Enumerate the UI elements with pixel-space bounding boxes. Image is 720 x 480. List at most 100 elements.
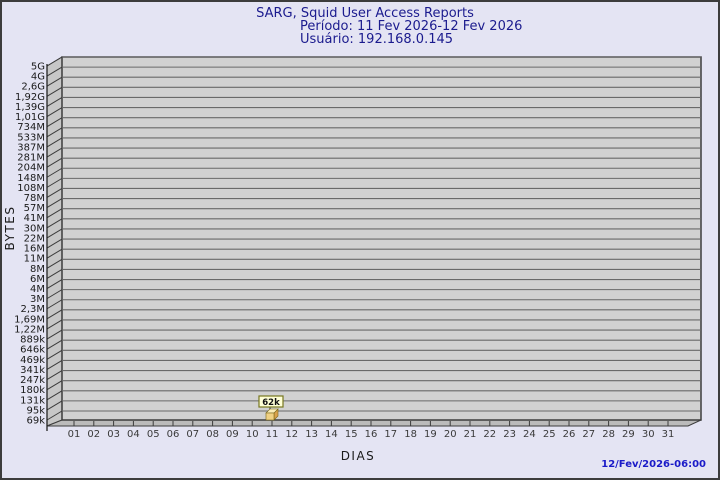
y-tick-label: 78M xyxy=(24,193,45,204)
y-tick-label: 30M xyxy=(24,223,45,234)
x-tick-label: 24 xyxy=(523,429,536,440)
y-tick-label: 69k xyxy=(26,416,45,427)
y-axis-tick xyxy=(46,289,63,300)
y-axis-tick xyxy=(46,370,63,380)
y-axis-tick xyxy=(46,107,63,118)
x-tick-label: 08 xyxy=(206,429,219,440)
y-tick-label: 1,22M xyxy=(14,324,45,335)
chart-period: Período: 11 Fev 2026-12 Fev 2026 xyxy=(300,19,522,34)
x-tick-label: 21 xyxy=(464,429,477,440)
y-axis-tick xyxy=(46,309,63,320)
x-tick-label: 09 xyxy=(226,429,239,440)
x-tick-label: 05 xyxy=(147,429,160,440)
y-tick-label: 148M xyxy=(17,173,45,184)
bar-front-face xyxy=(265,412,275,421)
y-axis-tick xyxy=(46,86,63,97)
plot-background xyxy=(61,56,702,421)
x-tick-label: 06 xyxy=(167,429,180,440)
y-axis-tick xyxy=(46,117,63,128)
y-tick-label: 16M xyxy=(24,244,45,255)
y-axis-tick xyxy=(46,188,63,198)
bar-value-box xyxy=(258,395,284,408)
y-tick-label: 180k xyxy=(20,385,45,396)
y-axis-tick xyxy=(46,97,63,107)
chart-floor-3d xyxy=(46,419,702,427)
y-axis-tick xyxy=(46,349,63,360)
y-tick-label: 131k xyxy=(20,395,45,406)
y-axis-tick xyxy=(46,248,63,259)
y-tick-label: 469k xyxy=(20,355,45,366)
y-axis-tick xyxy=(46,218,63,229)
y-axis-tick xyxy=(46,127,63,138)
y-axis-tick xyxy=(46,177,63,188)
y-tick-label: 281M xyxy=(17,153,45,164)
y-axis-tick xyxy=(46,359,63,370)
x-tick-label: 13 xyxy=(305,429,318,440)
x-tick-label: 17 xyxy=(384,429,397,440)
y-axis-tick xyxy=(46,228,63,239)
x-tick-label: 19 xyxy=(424,429,437,440)
y-axis-tick xyxy=(46,147,63,158)
y-tick-label: 108M xyxy=(17,183,45,194)
x-tick-label: 15 xyxy=(345,429,358,440)
y-tick-label: 387M xyxy=(17,142,45,153)
y-tick-label: 2,6G xyxy=(21,82,45,93)
x-tick-label: 10 xyxy=(246,429,259,440)
report-date: 12/Fev/2026-06:00 xyxy=(601,459,706,470)
bar-value-label: 62k xyxy=(262,398,280,408)
x-tick-label: 01 xyxy=(68,429,81,440)
y-tick-label: 341k xyxy=(20,365,45,376)
y-tick-label: 22M xyxy=(24,233,45,244)
chart-user: Usuário: 192.168.0.145 xyxy=(300,32,453,47)
y-tick-label: 2,3M xyxy=(20,304,45,315)
x-tick-label: 16 xyxy=(365,429,378,440)
x-tick-label: 07 xyxy=(186,429,199,440)
y-tick-label: 734M xyxy=(17,122,45,133)
y-axis-tick xyxy=(46,167,63,178)
y-tick-label: 1,92G xyxy=(15,92,45,103)
y-tick-label: 57M xyxy=(24,203,45,214)
x-tick-label: 30 xyxy=(642,429,655,440)
x-tick-label: 18 xyxy=(404,429,417,440)
y-axis-tick xyxy=(46,76,63,87)
y-tick-label: 247k xyxy=(20,375,45,386)
y-axis-tick xyxy=(46,268,63,279)
x-tick-label: 04 xyxy=(127,429,140,440)
x-tick-label: 31 xyxy=(662,429,675,440)
x-axis-title: DIAS xyxy=(341,449,376,463)
y-axis-tick xyxy=(46,319,63,330)
y-tick-label: 41M xyxy=(24,213,45,224)
y-axis-tick xyxy=(46,380,63,391)
y-tick-label: 4M xyxy=(30,284,45,295)
y-tick-label: 6M xyxy=(30,274,45,285)
y-axis-title: BYTES xyxy=(3,206,17,251)
y-axis-tick xyxy=(46,258,63,269)
y-tick-label: 204M xyxy=(17,163,45,174)
y-axis-tick xyxy=(46,137,63,148)
y-tick-label: 3M xyxy=(30,294,45,305)
y-axis-tick xyxy=(46,238,63,249)
y-tick-label: 95k xyxy=(26,405,45,416)
x-tick-label: 14 xyxy=(325,429,338,440)
y-tick-label: 5G xyxy=(31,62,45,73)
x-tick-label: 03 xyxy=(107,429,120,440)
y-axis-tick xyxy=(46,66,63,77)
x-tick-label: 28 xyxy=(602,429,615,440)
x-tick-label: 29 xyxy=(622,429,635,440)
x-tick-label: 20 xyxy=(444,429,457,440)
x-tick-label: 11 xyxy=(266,429,279,440)
y-axis-tick xyxy=(46,198,63,209)
y-axis-tick xyxy=(46,400,63,411)
x-tick-label: 02 xyxy=(87,429,100,440)
x-tick-label: 25 xyxy=(543,429,556,440)
y-axis-tick xyxy=(46,157,63,168)
x-tick-label: 23 xyxy=(503,429,516,440)
y-tick-label: 533M xyxy=(17,132,45,143)
y-axis-tick xyxy=(46,299,63,310)
y-tick-label: 889k xyxy=(20,335,45,346)
y-tick-label: 8M xyxy=(30,264,45,275)
y-axis-tick xyxy=(46,56,63,67)
y-tick-label: 1,69M xyxy=(14,314,45,325)
